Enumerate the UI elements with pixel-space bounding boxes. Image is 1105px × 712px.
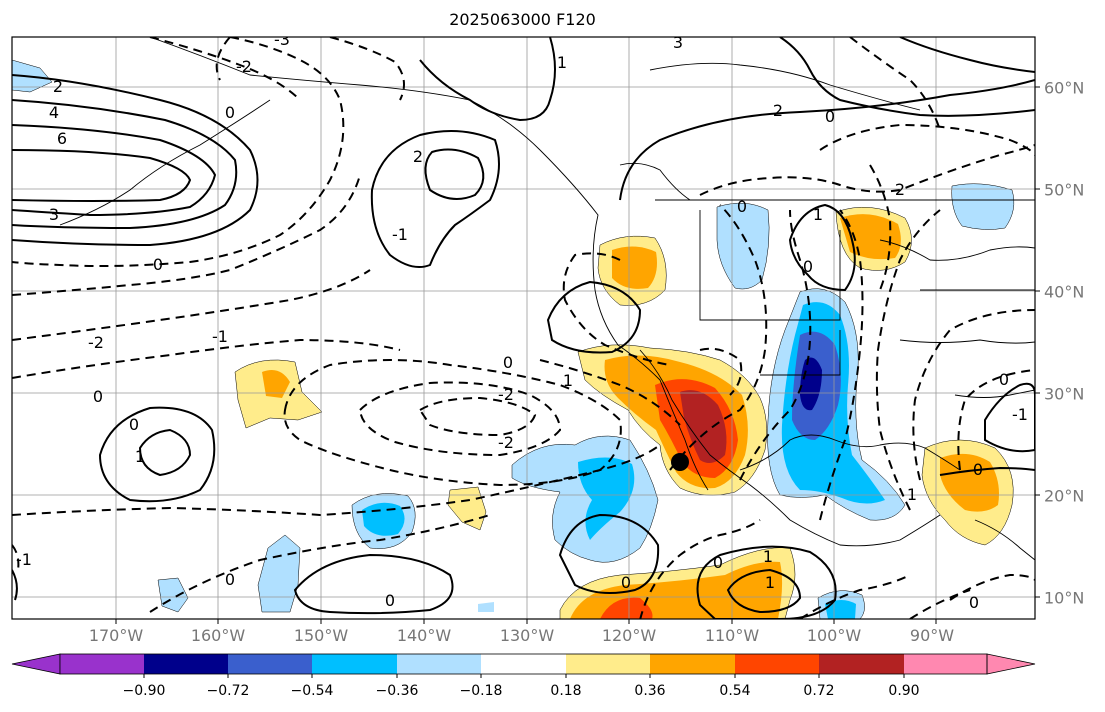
contour-label: 1	[763, 547, 773, 566]
lon-label: 130°W	[499, 626, 555, 645]
contour-label: 1	[557, 53, 567, 72]
contour-label: 0	[93, 387, 103, 406]
contour-label: 3	[49, 205, 59, 224]
solid-contours	[12, 37, 1035, 619]
contour-label: -1	[392, 225, 408, 244]
lon-label: 140°W	[396, 626, 452, 645]
contour-label: 2	[773, 101, 783, 120]
colorbar-tick-label: −0.18	[459, 683, 503, 699]
contour-label: 0	[129, 415, 139, 434]
lon-label: 170°W	[88, 626, 144, 645]
contour-label: 1	[563, 371, 573, 390]
colorbar-bin	[566, 654, 650, 674]
colorbar-tick-label: −0.54	[290, 683, 334, 699]
contour-label: 6	[57, 129, 67, 148]
colorbar-tick-label: 0.54	[719, 683, 751, 699]
contour-label: -1	[1012, 405, 1028, 424]
contour-label: 0	[225, 103, 235, 122]
contour-label: -1	[212, 327, 228, 346]
contour-label: 0	[503, 353, 513, 372]
contour-label: 4	[49, 103, 59, 122]
contour-label: 1	[907, 485, 917, 504]
colorbar-bin	[735, 654, 819, 674]
colorbar-tick-label: 0.36	[634, 683, 666, 699]
colorbar-tick-label: −0.90	[122, 683, 166, 699]
contour-label: 3	[673, 33, 683, 52]
contour-label: 0	[621, 573, 631, 592]
lon-label: 120°W	[601, 626, 657, 645]
colorbar-extend-min	[11, 653, 61, 675]
dashed-contours	[12, 37, 1035, 619]
contour-label: 1	[135, 447, 145, 466]
contour-label: -2	[498, 433, 514, 452]
lon-label: 90°W	[909, 626, 955, 645]
contour-label: -3	[274, 30, 290, 49]
colorbar	[11, 653, 1036, 678]
coastlines	[59, 37, 1035, 561]
colorbar-tick-label: −0.72	[206, 683, 250, 699]
colorbar-bin	[819, 654, 904, 674]
contour-label: 0	[225, 570, 235, 589]
contour-label: 0	[999, 370, 1009, 389]
contour-label: -2	[498, 385, 514, 404]
lat-label: 10°N	[1044, 588, 1085, 608]
contour-labels: 2 4 6 3 0 -2 -1 0 1 2 1 0 -3 3 -2 0 2 0 …	[16, 30, 1028, 612]
contour-label: 2	[53, 77, 63, 96]
lon-label: 160°W	[190, 626, 246, 645]
lat-label: 60°N	[1044, 78, 1085, 98]
colorbar-bin	[60, 654, 144, 674]
colorbar-bin	[228, 654, 312, 674]
colorbar-tick-label: 0.90	[888, 683, 920, 699]
contour-label: -1	[16, 550, 32, 569]
contour-label: -2	[236, 57, 252, 76]
lon-label: 110°W	[704, 626, 760, 645]
lon-label: 150°W	[293, 626, 349, 645]
contour-label: 0	[713, 553, 723, 572]
contour-label: 1	[765, 573, 775, 592]
colorbar-bin	[904, 654, 987, 674]
contour-label: 0	[385, 591, 395, 610]
contour-label: 0	[737, 197, 747, 216]
lat-label: 20°N	[1044, 486, 1085, 506]
colorbar-bin	[650, 654, 735, 674]
colorbar-bin	[481, 654, 566, 674]
map-title: 2025063000 F120	[449, 10, 596, 29]
station-dot	[671, 453, 689, 471]
lon-label: 100°W	[806, 626, 862, 645]
colorbar-tick-label: 0.72	[803, 683, 835, 699]
colorbar-bin	[397, 654, 481, 674]
contour-label: 1	[813, 205, 823, 224]
contour-label: 2	[895, 180, 905, 199]
colorbar-tick-label: −0.36	[375, 683, 419, 699]
contour-label: 0	[973, 460, 983, 479]
contour-label: -2	[88, 333, 104, 352]
contour-label: 2	[413, 147, 423, 166]
map-frame	[11, 36, 1036, 620]
lat-label: 50°N	[1044, 180, 1085, 200]
lat-label: 30°N	[1044, 384, 1085, 404]
lat-label: 40°N	[1044, 282, 1085, 302]
graticule	[12, 37, 1035, 619]
colorbar-tick-label: 0.18	[550, 683, 582, 699]
colorbar-extend-max	[986, 653, 1036, 675]
contour-label: 0	[825, 107, 835, 126]
contour-label: 0	[969, 593, 979, 612]
colorbar-bin	[312, 654, 397, 674]
contour-label: 0	[153, 255, 163, 274]
colorbar-bin	[144, 654, 228, 674]
contour-label: 0	[803, 257, 813, 276]
